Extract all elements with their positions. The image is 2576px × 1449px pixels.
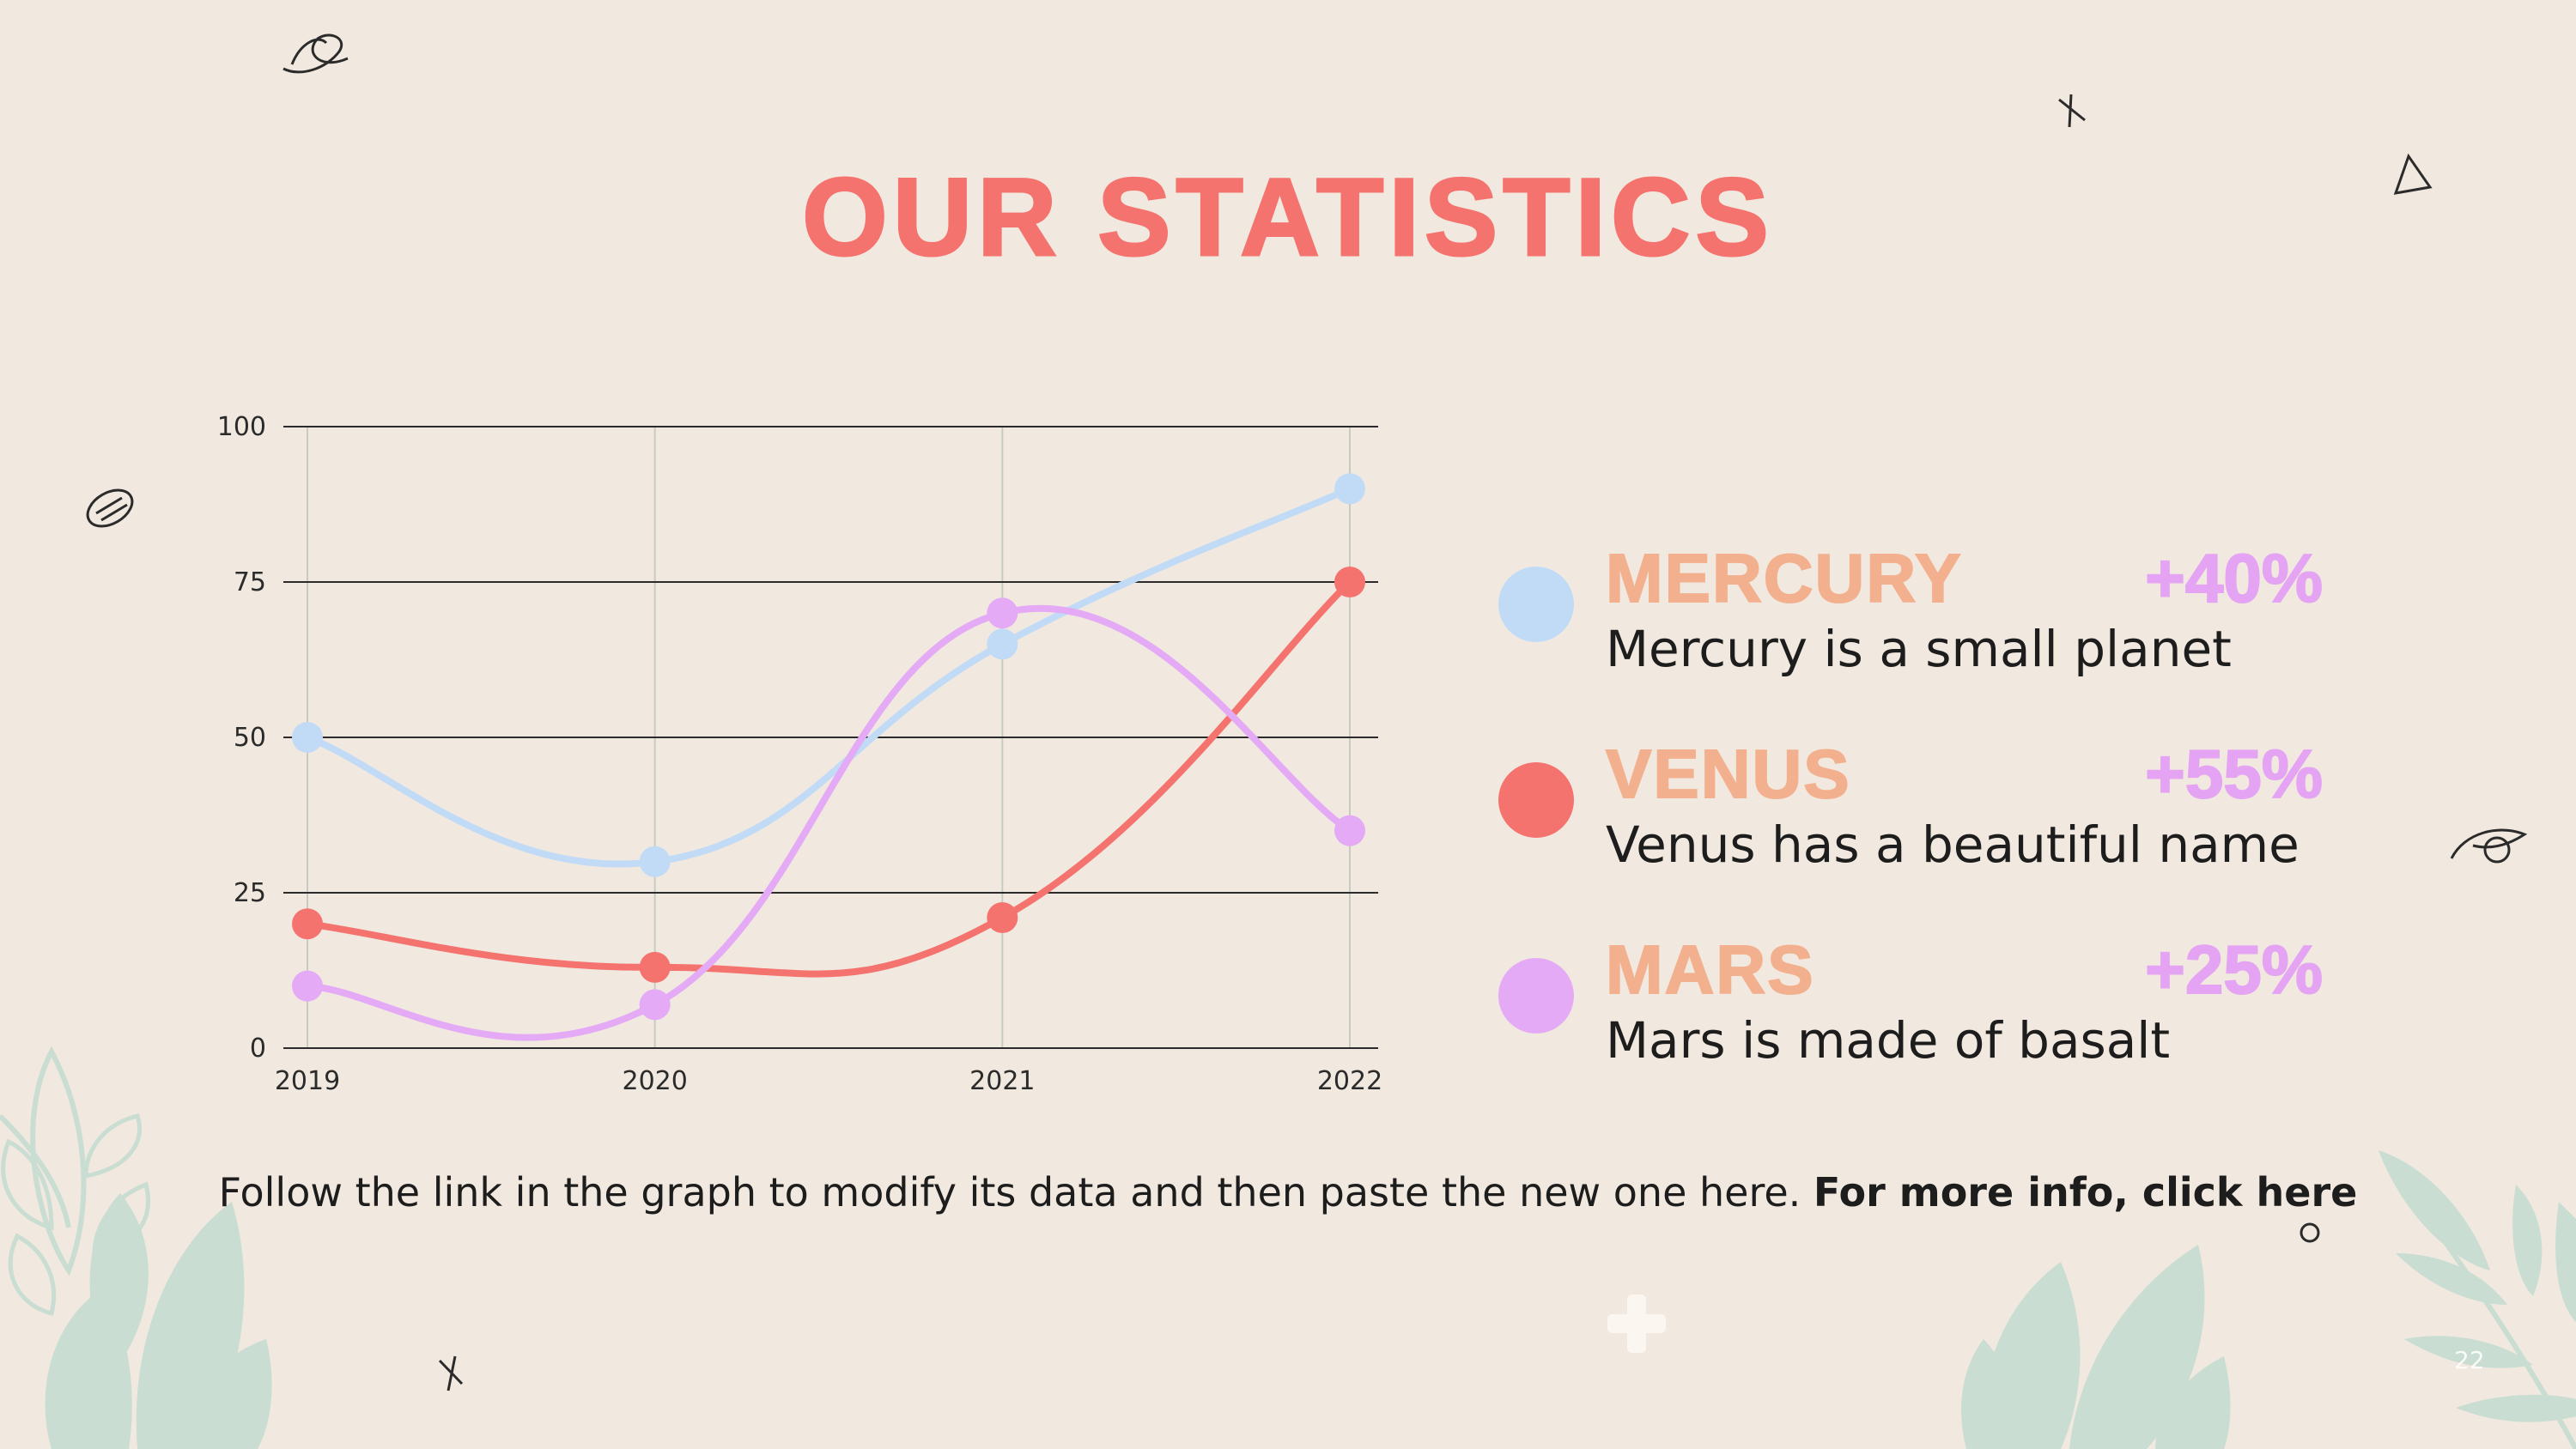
leaf-decoration-middle bbox=[1961, 1245, 2231, 1449]
legend-name: MERCURY bbox=[1605, 539, 1963, 617]
data-point-mars bbox=[1334, 815, 1365, 846]
legend-item-mars: MARS +25% Mars is made of basalt bbox=[1498, 931, 2357, 1104]
y-tick-label: 75 bbox=[234, 567, 266, 597]
data-point-mars bbox=[639, 989, 671, 1021]
series-line-mercury bbox=[304, 485, 1353, 868]
series-line-venus bbox=[304, 579, 1353, 978]
legend-name: VENUS bbox=[1605, 735, 1851, 813]
legend-description: Mars is made of basalt bbox=[1606, 1011, 2171, 1070]
legend-percent: +55% bbox=[2144, 735, 2324, 813]
y-tick-label: 25 bbox=[234, 878, 266, 908]
legend-percent: +25% bbox=[2144, 931, 2324, 1009]
more-info-link[interactable]: For more info, click here bbox=[1813, 1169, 2358, 1216]
legend-percent: +40% bbox=[2144, 539, 2324, 617]
y-tick-label: 0 bbox=[250, 1034, 266, 1064]
data-point-mercury bbox=[292, 722, 323, 753]
leaf-decoration-left bbox=[0, 1046, 272, 1449]
data-point-mercury bbox=[987, 628, 1018, 660]
venus-dot-icon bbox=[1498, 762, 1574, 838]
footer-note: Follow the link in the graph to modify i… bbox=[0, 1169, 2576, 1216]
y-tick-label: 50 bbox=[234, 723, 266, 753]
page-title: OUR STATISTICS bbox=[801, 155, 1774, 281]
data-point-mars bbox=[292, 970, 323, 1002]
legend-name: MARS bbox=[1605, 931, 1815, 1009]
x-tick-label: 2021 bbox=[969, 1066, 1035, 1096]
x-tick-label: 2019 bbox=[275, 1066, 340, 1096]
data-point-venus bbox=[292, 908, 323, 940]
data-point-mercury bbox=[639, 846, 671, 877]
series-line-mars bbox=[304, 604, 1353, 1041]
data-point-mars bbox=[987, 597, 1018, 629]
legend-description: Mercury is a small planet bbox=[1606, 620, 2232, 678]
x-tick-label: 2022 bbox=[1317, 1066, 1382, 1096]
data-point-venus bbox=[1334, 567, 1365, 597]
mercury-dot-icon bbox=[1498, 567, 1574, 642]
mars-dot-icon bbox=[1498, 958, 1574, 1034]
leaf-decoration-right bbox=[2379, 1150, 2576, 1449]
x-tick-label: 2020 bbox=[622, 1066, 687, 1096]
legend-item-venus: VENUS +55% Venus has a beautiful name bbox=[1498, 735, 2357, 908]
doodle-decorations bbox=[86, 33, 2528, 1391]
slide-number: 22 bbox=[2454, 1346, 2485, 1374]
legend-item-mercury: MERCURY +40% Mercury is a small planet bbox=[1498, 539, 2357, 712]
plus-decoration bbox=[1607, 1294, 1666, 1353]
y-tick-label: 100 bbox=[217, 412, 266, 442]
data-point-mercury bbox=[1334, 473, 1365, 505]
data-point-venus bbox=[639, 951, 671, 983]
data-point-venus bbox=[987, 901, 1018, 933]
footer-text: Follow the link in the graph to modify i… bbox=[218, 1169, 1801, 1216]
legend-description: Venus has a beautiful name bbox=[1606, 815, 2300, 874]
